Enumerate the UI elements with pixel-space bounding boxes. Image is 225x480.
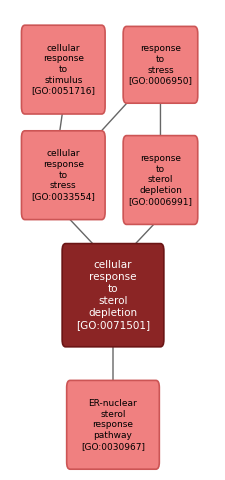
FancyBboxPatch shape: [62, 244, 163, 347]
FancyBboxPatch shape: [21, 25, 105, 114]
FancyBboxPatch shape: [21, 131, 105, 220]
FancyBboxPatch shape: [66, 380, 159, 469]
FancyBboxPatch shape: [123, 26, 197, 103]
Text: cellular
response
to
stress
[GO:0033554]: cellular response to stress [GO:0033554]: [31, 149, 95, 201]
Text: response
to
sterol
depletion
[GO:0006991]: response to sterol depletion [GO:0006991…: [128, 154, 192, 206]
Text: ER-nuclear
sterol
response
pathway
[GO:0030967]: ER-nuclear sterol response pathway [GO:0…: [81, 399, 144, 451]
Text: cellular
response
to
stimulus
[GO:0051716]: cellular response to stimulus [GO:005171…: [31, 44, 95, 96]
Text: cellular
response
to
sterol
depletion
[GO:0071501]: cellular response to sterol depletion [G…: [76, 260, 149, 330]
Text: response
to
stress
[GO:0006950]: response to stress [GO:0006950]: [128, 44, 192, 85]
FancyBboxPatch shape: [123, 135, 197, 225]
